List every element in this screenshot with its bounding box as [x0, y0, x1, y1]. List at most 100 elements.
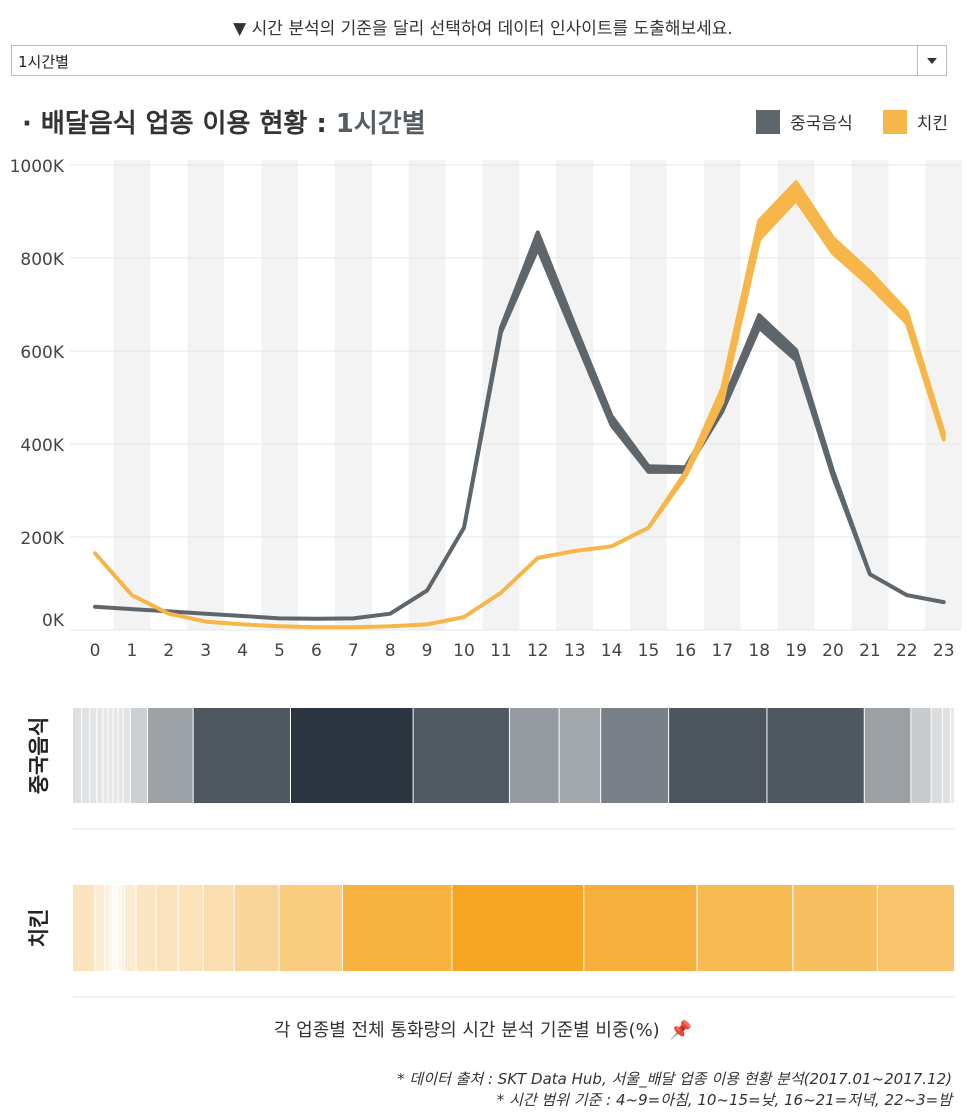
x-tick-label: 4 — [237, 641, 248, 661]
instruction-text: ▼ 시간 분석의 기준을 달리 선택하여 데이터 인사이트를 도출해보세요. — [233, 19, 733, 39]
legend-swatch-chicken — [882, 109, 907, 134]
footnote-time-range: * 시간 범위 기준 : 4~9=아침, 10~15=낮, 16~21=저녁, … — [496, 1091, 952, 1109]
heatmap-cell[interactable] — [942, 708, 950, 803]
series-line-chinese[interactable] — [93, 230, 946, 621]
column-band — [408, 160, 446, 630]
heatmap-cell[interactable] — [73, 885, 95, 971]
heatmap-cell[interactable] — [279, 885, 342, 971]
heatmap-cell[interactable] — [767, 708, 864, 803]
x-tick-label: 5 — [274, 641, 285, 661]
heatmap-cell[interactable] — [136, 885, 156, 971]
column-band — [261, 160, 298, 630]
heatmap-cell[interactable] — [125, 885, 136, 971]
heatmap-cell[interactable] — [95, 885, 105, 971]
heatmap-cell[interactable] — [113, 708, 118, 803]
column-band — [187, 160, 225, 630]
column-band — [630, 160, 667, 630]
heatmap-cell[interactable] — [911, 708, 931, 803]
heatmap-cell[interactable] — [413, 708, 509, 803]
chevron-down-icon[interactable] — [917, 46, 946, 75]
heatmap-cell[interactable] — [509, 708, 559, 803]
heatmap-cell[interactable] — [119, 885, 121, 971]
column-band — [556, 160, 594, 630]
heatmap-cell[interactable] — [584, 885, 697, 971]
heatmap-cell[interactable] — [697, 885, 793, 971]
heatmap-cell[interactable] — [121, 885, 125, 971]
heatmap-cell[interactable] — [290, 708, 413, 803]
legend-item-chicken[interactable]: 치킨 — [882, 109, 948, 134]
heatmap-cell[interactable] — [114, 885, 115, 971]
heatmap-cell[interactable] — [234, 885, 279, 971]
x-tick-label: 7 — [348, 641, 359, 661]
heatmap-cell[interactable] — [118, 708, 123, 803]
heatmap-cell[interactable] — [877, 885, 954, 971]
legend-item-chinese[interactable]: 중국음식 — [756, 109, 853, 134]
heatmap-cell[interactable] — [112, 885, 114, 971]
time-basis-select[interactable]: 1시간별 — [11, 45, 947, 76]
heatmap-cell[interactable] — [82, 708, 90, 803]
heatmap-cell[interactable] — [97, 708, 103, 803]
heatmap-cell[interactable] — [669, 708, 767, 803]
x-tick-label: 2 — [163, 641, 174, 661]
heatmap-cell[interactable] — [193, 708, 290, 803]
heatmap-cell[interactable] — [950, 708, 954, 803]
x-tick-label: 11 — [490, 641, 512, 661]
heatmap-cell[interactable] — [203, 885, 234, 971]
x-tick-label: 3 — [200, 641, 211, 661]
legend-swatch-chinese — [756, 109, 781, 134]
legend-label-chicken: 치킨 — [916, 114, 948, 134]
column-band — [851, 160, 889, 630]
heatmap-cell[interactable] — [559, 708, 601, 803]
heatmap-cell[interactable] — [105, 885, 110, 971]
heatmap-cell[interactable] — [110, 885, 112, 971]
heatmap-cell[interactable] — [342, 885, 452, 971]
heatmap-cell[interactable] — [117, 885, 119, 971]
x-tick-label: 17 — [711, 641, 733, 661]
heatmap-cell[interactable] — [115, 885, 116, 971]
heatmap-cell[interactable] — [793, 885, 877, 971]
page-title: · 배달음식 업종 이용 현황 : 1시간별 — [22, 103, 426, 140]
y-tick-label: 800K — [20, 250, 64, 270]
x-tick-label: 12 — [527, 641, 549, 661]
heatmap-cell[interactable] — [601, 708, 669, 803]
x-tick-label: 6 — [311, 641, 322, 661]
heatmap-row-label: 치킨 — [27, 909, 51, 948]
heatmap-cell[interactable] — [103, 708, 108, 803]
legend: 중국음식 치킨 — [726, 109, 948, 134]
heatmap-caption-text: 각 업종별 전체 통화량의 시간 분석 기준별 비중(%) — [273, 1020, 660, 1041]
y-tick-label: 400K — [20, 436, 64, 456]
heatmap-cell[interactable] — [864, 708, 911, 803]
title-highlight: 1시간별 — [335, 109, 426, 139]
x-tick-label: 8 — [385, 641, 396, 661]
heatmap-cell[interactable] — [90, 708, 97, 803]
heatmap-cell[interactable] — [148, 708, 193, 803]
footnote-source: * 데이터 출처 : SKT Data Hub, 서울_배달 업종 이용 현황 … — [397, 1070, 952, 1088]
heatmap-cell[interactable] — [130, 708, 148, 803]
x-tick-label: 14 — [601, 641, 623, 661]
heatmap-caption: 각 업종별 전체 통화량의 시간 분석 기준별 비중(%) 📌 — [0, 1016, 966, 1042]
y-tick-label: 200K — [20, 529, 64, 549]
legend-label-chinese: 중국음식 — [790, 114, 853, 134]
heatmap-cell[interactable] — [156, 885, 178, 971]
x-tick-label: 19 — [785, 641, 807, 661]
x-tick-label: 22 — [896, 641, 918, 661]
heatmap-cell[interactable] — [73, 708, 82, 803]
x-tick-label: 15 — [638, 641, 660, 661]
heatmap-cell[interactable] — [178, 885, 203, 971]
x-tick-label: 9 — [422, 641, 433, 661]
heatmap-cell[interactable] — [931, 708, 942, 803]
x-tick-label: 0 — [90, 641, 101, 661]
column-band — [334, 160, 372, 630]
heatmap-cell[interactable] — [452, 885, 584, 971]
series-line-chicken[interactable] — [93, 180, 946, 630]
column-band — [113, 160, 151, 630]
x-tick-label: 10 — [453, 641, 475, 661]
pin-icon[interactable]: 📌 — [669, 1020, 693, 1041]
heatmap-cell[interactable] — [123, 708, 130, 803]
x-tick-label: 16 — [675, 641, 697, 661]
y-tick-label: 1000K — [10, 157, 65, 177]
heatmap-cell[interactable] — [116, 885, 118, 971]
title-prefix: · 배달음식 업종 이용 현황 : — [22, 109, 336, 139]
x-tick-label: 1 — [126, 641, 137, 661]
heatmap-cell[interactable] — [108, 708, 113, 803]
